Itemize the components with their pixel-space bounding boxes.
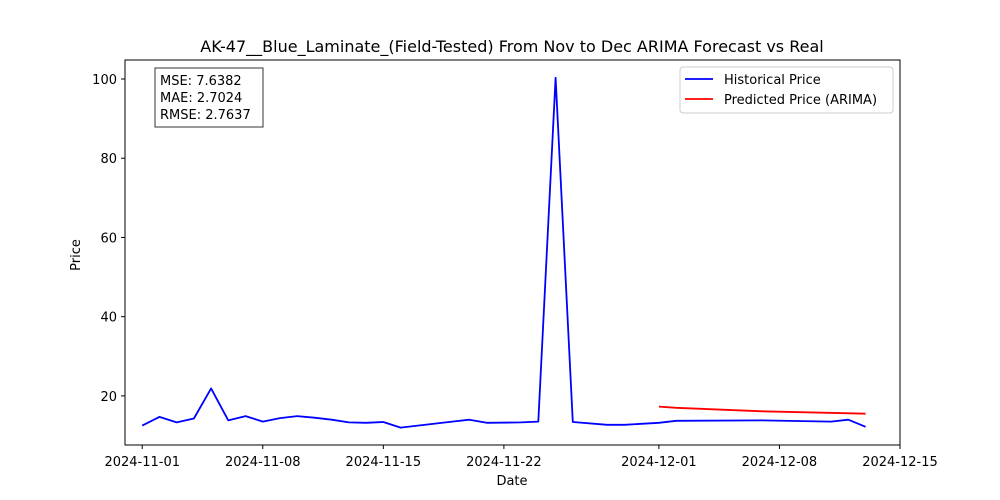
x-tick-label-3: 2024-11-22	[466, 455, 542, 470]
chart-title: AK-47__Blue_Laminate_(Field-Tested) From…	[200, 37, 823, 57]
y-tick-label-0: 20	[100, 390, 117, 405]
y-tick-label-1: 40	[100, 311, 117, 326]
x-tick-label-5: 2024-12-08	[742, 455, 818, 470]
metric-mse: MSE: 7.6382	[160, 74, 242, 89]
series-line-0	[141, 76, 866, 429]
x-tick-label-4: 2024-12-01	[621, 455, 697, 470]
metric-mae: MAE: 2.7024	[160, 91, 242, 106]
x-tick-label-2: 2024-11-15	[346, 455, 422, 470]
legend: Historical Price Predicted Price (ARIMA)	[679, 66, 894, 114]
x-axis: 2024-11-01 2024-11-08 2024-11-15 2024-11-22…	[104, 445, 938, 470]
legend-frame	[679, 66, 894, 114]
metrics-box: MSE: 7.6382 MAE: 2.7024 RMSE: 2.7637	[154, 67, 264, 128]
metric-rmse: RMSE: 2.7637	[160, 108, 251, 123]
x-tick-label-6: 2024-12-15	[862, 455, 938, 470]
legend-label-historical-price: Historical Price	[724, 73, 821, 88]
y-axis-title: Price	[69, 239, 84, 271]
series-line-1	[658, 405, 866, 415]
x-tick-label-0: 2024-11-01	[104, 455, 180, 470]
plot-frame	[124, 59, 901, 446]
x-tick-label-1: 2024-11-08	[225, 455, 301, 470]
x-axis-title: Date	[496, 474, 527, 489]
metrics-box-frame	[154, 67, 264, 128]
legend-label-predicted-price: Predicted Price (ARIMA)	[724, 93, 877, 108]
y-axis: 20 40 60 80 100	[92, 73, 125, 405]
series-layer	[141, 76, 866, 429]
y-tick-label-2: 60	[100, 231, 117, 246]
y-tick-label-4: 100	[92, 73, 117, 88]
y-tick-label-3: 80	[100, 152, 117, 167]
